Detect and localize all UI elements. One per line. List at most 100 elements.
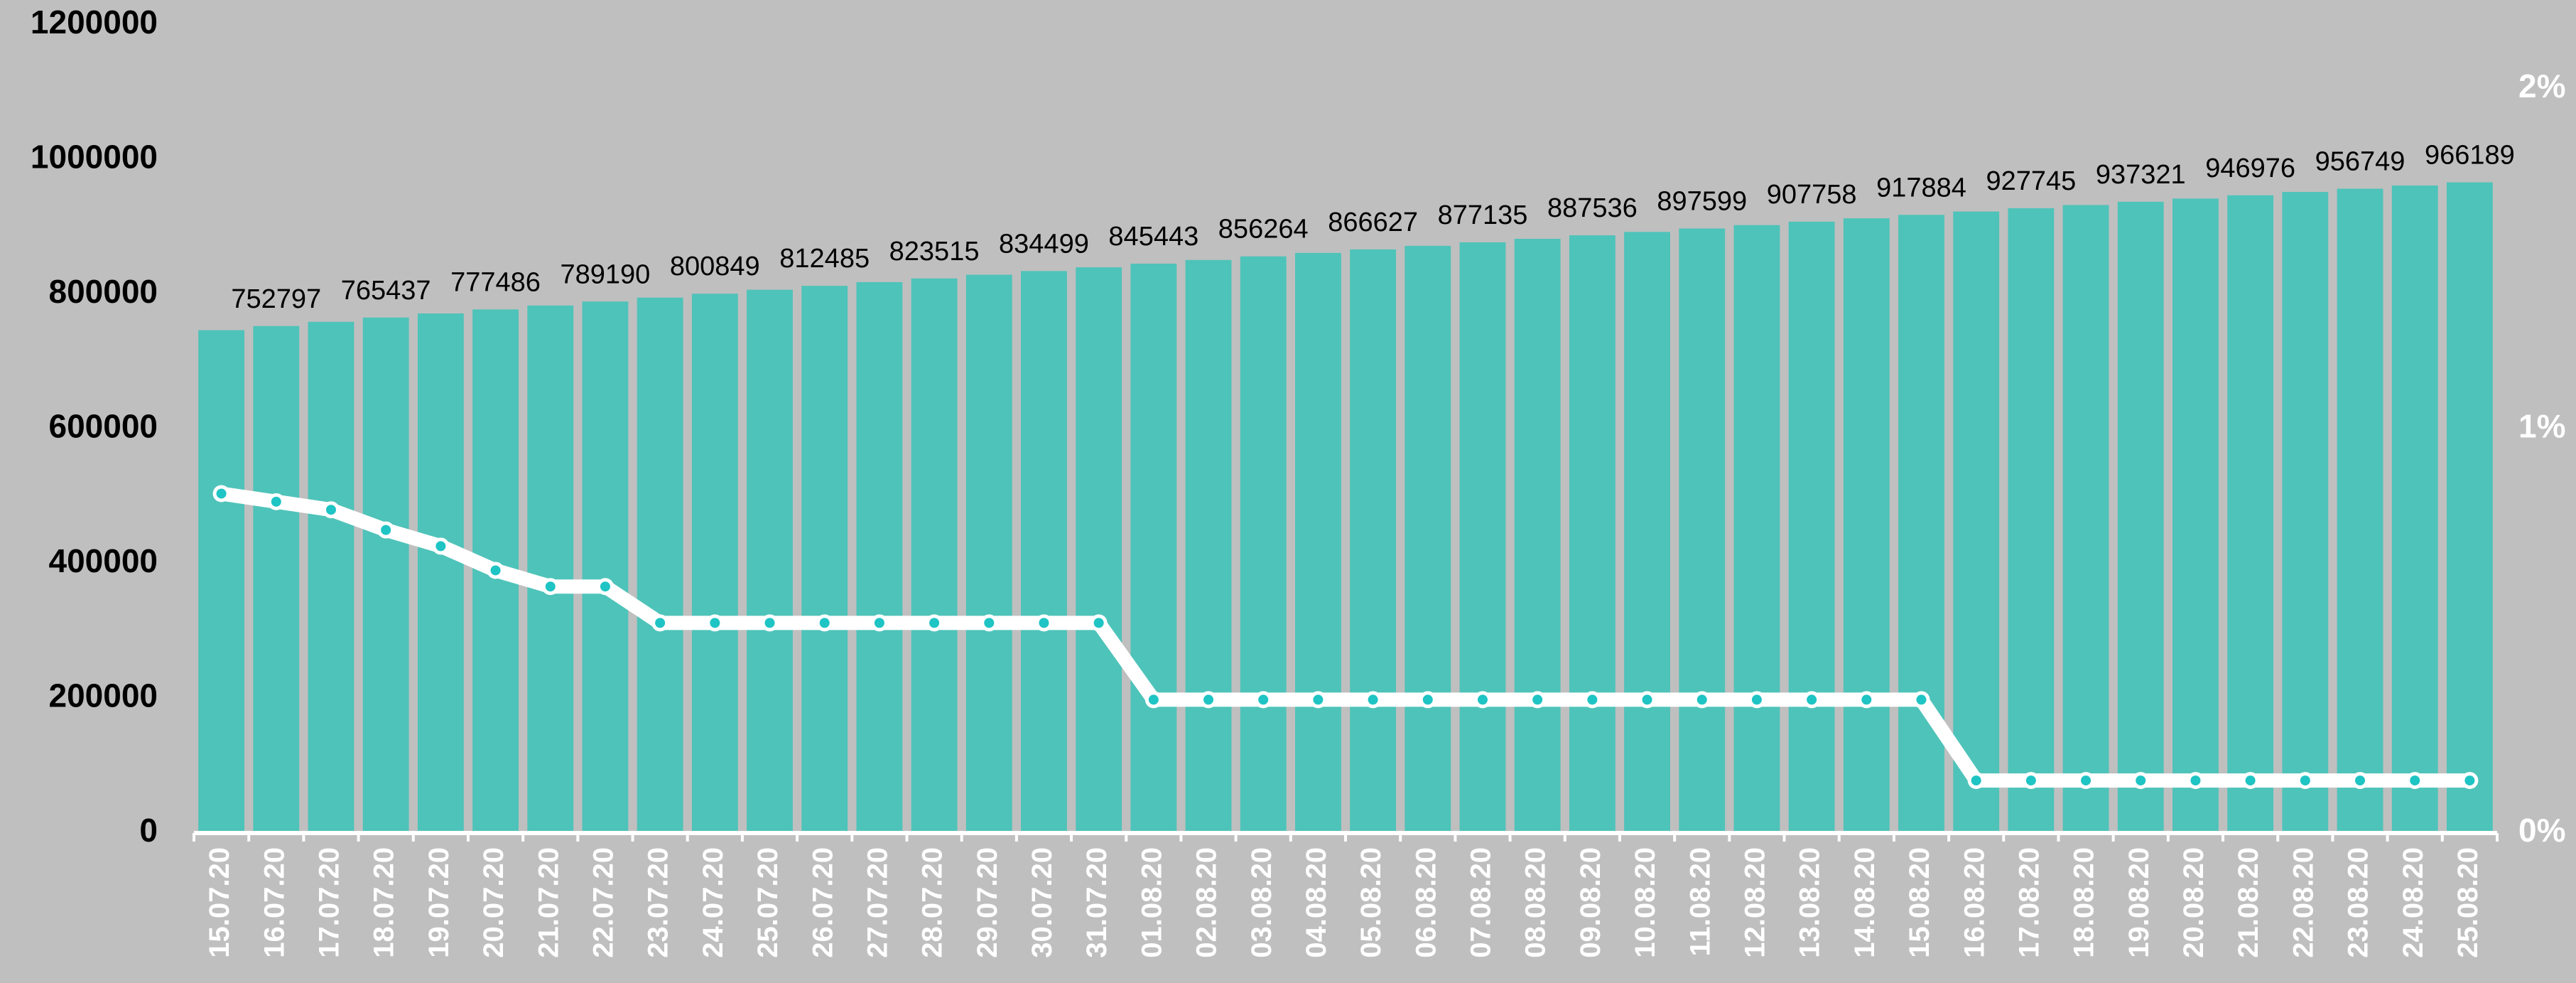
bar	[2008, 208, 2055, 833]
line-marker-center	[2136, 775, 2146, 786]
y-tick-label: 400000	[49, 542, 158, 579]
bar	[527, 305, 574, 833]
bar	[2227, 195, 2274, 833]
bar	[747, 289, 793, 834]
bar	[1514, 239, 1561, 833]
line-marker-center	[1971, 775, 1981, 786]
x-tick-label: 15.07.20	[204, 847, 235, 958]
data-label: 777486	[450, 267, 541, 297]
line-marker-center	[819, 618, 830, 628]
line-marker-center	[984, 618, 995, 628]
data-label: 927745	[1986, 166, 2076, 196]
line-marker-center	[1203, 694, 1214, 705]
bar	[691, 294, 738, 834]
y-tick-label: 200000	[49, 677, 158, 714]
bar	[1350, 249, 1397, 833]
x-tick-label: 26.07.20	[807, 847, 838, 958]
x-tick-label: 12.08.20	[1739, 847, 1770, 958]
line-marker-center	[2081, 775, 2091, 786]
data-label: 765437	[341, 276, 431, 306]
bar	[2172, 198, 2219, 834]
bar	[1459, 242, 1506, 834]
x-tick-label: 22.07.20	[588, 847, 619, 958]
x-tick-label: 29.07.20	[972, 847, 1003, 958]
bar	[1679, 228, 1726, 834]
bar	[2337, 188, 2383, 833]
line-marker-center	[600, 581, 610, 592]
x-tick-label: 11.08.20	[1684, 847, 1716, 957]
x-tick-label: 19.08.20	[2123, 847, 2155, 958]
bar	[1240, 256, 1287, 834]
line-marker-center	[929, 618, 940, 628]
line-marker-center	[1039, 618, 1049, 628]
bar	[1953, 211, 2000, 834]
bar	[1076, 267, 1122, 834]
data-label: 789190	[561, 259, 651, 289]
line-marker-center	[2464, 775, 2475, 786]
bar	[362, 317, 409, 834]
line-marker-center	[1751, 694, 1762, 705]
data-label: 812485	[779, 244, 870, 274]
x-tick-label: 25.07.20	[752, 847, 784, 958]
x-tick-label: 16.08.20	[1959, 847, 1990, 958]
line-marker-center	[1807, 694, 1817, 705]
line-marker-center	[710, 618, 720, 628]
line-marker-center	[1477, 694, 1488, 705]
line	[220, 486, 2470, 788]
x-tick-label: 22.08.20	[2288, 847, 2319, 958]
x-tick-label: 16.07.20	[259, 847, 290, 958]
bar	[911, 278, 958, 833]
line-marker-center	[1532, 694, 1543, 705]
x-tick-label: 24.07.20	[698, 847, 729, 958]
line-marker-center	[2025, 775, 2036, 786]
y2-tick-label: 0%	[2518, 812, 2565, 849]
data-label: 800849	[670, 252, 760, 281]
x-tick-label: 21.07.20	[533, 847, 564, 958]
line-marker-center	[1587, 694, 1598, 705]
x-tick-label: 31.07.20	[1081, 847, 1113, 958]
x-tick-label: 24.08.20	[2398, 847, 2429, 958]
data-label: 866627	[1328, 208, 1418, 237]
x-tick-label: 28.07.20	[917, 847, 948, 958]
x-tick-label: 18.07.20	[369, 847, 400, 958]
bar	[856, 281, 903, 833]
line-marker-center	[1696, 694, 1707, 705]
x-tick-label: 19.07.20	[423, 847, 455, 958]
data-label: 752797	[231, 284, 321, 314]
line-marker-center	[1861, 694, 1872, 705]
x-tick-label: 23.07.20	[643, 847, 674, 958]
line-marker-center	[1368, 694, 1378, 705]
x-tick-label: 10.08.20	[1630, 847, 1661, 958]
bar	[1624, 232, 1670, 834]
line-marker-center	[874, 618, 884, 628]
bar	[1843, 218, 1890, 833]
line-marker-center	[2300, 775, 2310, 786]
x-tick-label: 15.08.20	[1904, 847, 1935, 958]
y2-tick-label: 1%	[2518, 408, 2565, 445]
bar	[2391, 185, 2438, 833]
data-label: 937321	[2096, 160, 2186, 190]
y-tick-label: 600000	[49, 408, 158, 445]
bar	[637, 297, 683, 833]
x-tick-label: 03.08.20	[1246, 847, 1277, 958]
y-tick-label: 1000000	[31, 139, 158, 176]
line-marker-center	[1642, 694, 1652, 705]
x-tick-label: 25.08.20	[2452, 847, 2484, 958]
bar	[1294, 252, 1341, 833]
bar	[1021, 271, 1067, 833]
line-marker-center	[2190, 775, 2201, 786]
line-marker-center	[2355, 775, 2366, 786]
data-label: 907758	[1767, 180, 1857, 210]
bar	[1733, 225, 1780, 833]
x-tick-label: 17.07.20	[314, 847, 345, 958]
x-tick-label: 20.08.20	[2178, 847, 2209, 958]
bar	[1405, 245, 1451, 833]
bar	[253, 326, 300, 833]
bar	[2282, 192, 2329, 834]
line-marker-center	[1916, 694, 1927, 705]
line-marker-center	[1093, 618, 1104, 628]
data-label: 956749	[2315, 147, 2405, 177]
line-marker-center	[1148, 694, 1159, 705]
x-tick-label: 04.08.20	[1301, 847, 1332, 958]
